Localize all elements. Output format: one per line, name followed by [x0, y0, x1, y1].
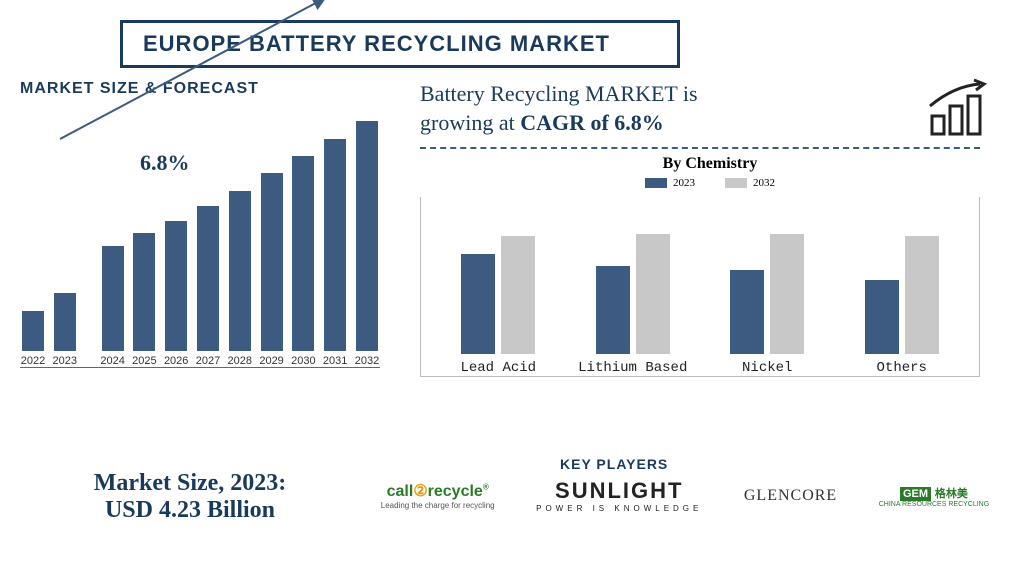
forecast-bar — [356, 121, 378, 351]
forecast-bar — [22, 311, 44, 351]
chem-category-label: Others — [877, 360, 927, 376]
forecast-bar — [229, 191, 251, 351]
forecast-year-label: 2028 — [228, 355, 252, 367]
market-size-line2: USD 4.23 Billion — [105, 497, 275, 523]
forecast-bar — [133, 233, 155, 351]
chem-bar-2023 — [730, 270, 764, 354]
right-panel: Battery Recycling MARKET is growing at C… — [420, 80, 1000, 377]
left-panel: MARKET SIZE & FORECAST 6.8% 202220232024… — [20, 80, 400, 388]
player-glencore: GLENCORE — [744, 487, 837, 505]
forecast-bar — [54, 293, 76, 351]
chem-group: Lead Acid — [438, 204, 558, 376]
growth-line1: Battery Recycling MARKET is — [420, 81, 698, 106]
chem-bar-2032 — [501, 236, 535, 354]
forecast-year-label: 2025 — [132, 355, 156, 367]
market-size-line1: Market Size, 2023: — [94, 470, 287, 496]
forecast-year-label: 2031 — [323, 355, 347, 367]
forecast-bar — [324, 139, 346, 351]
key-players-row: call②recycle® Leading the charge for rec… — [360, 478, 1010, 513]
chem-legend: 2023 2032 — [420, 177, 1000, 189]
chem-group: Lithium Based — [573, 204, 693, 376]
forecast-year-label: 2026 — [164, 355, 188, 367]
chem-bar-2032 — [636, 234, 670, 354]
player-call2recycle-tagline: Leading the charge for recycling — [381, 501, 495, 510]
legend-label-2023: 2023 — [673, 177, 695, 189]
forecast-bar — [165, 221, 187, 351]
growth-line2b: CAGR of 6.8% — [520, 110, 664, 135]
forecast-heading: MARKET SIZE & FORECAST — [20, 80, 400, 98]
key-players-heading: KEY PLAYERS — [560, 456, 668, 472]
player-sunlight-tagline: POWER IS KNOWLEDGE — [536, 504, 702, 513]
chem-chart: Lead Acid Lithium Based Nickel Others — [420, 197, 980, 377]
player-call2recycle: call②recycle® Leading the charge for rec… — [381, 481, 495, 510]
player-gem: GEM 格林美 CHINA RESOURCES RECYCLING — [879, 484, 989, 508]
dashed-divider — [420, 147, 980, 149]
chem-bar-2032 — [905, 236, 939, 354]
forecast-year-label: 2023 — [53, 355, 77, 367]
chem-category-label: Lithium Based — [578, 360, 687, 376]
chem-bar-2023 — [865, 280, 899, 354]
chem-bar-2023 — [461, 254, 495, 354]
forecast-year-label: 2027 — [196, 355, 220, 367]
growth-chart-icon — [924, 78, 994, 138]
chem-bar-2032 — [770, 234, 804, 354]
forecast-year-label: 2022 — [21, 355, 45, 367]
forecast-year-label: 2030 — [291, 355, 315, 367]
legend-label-2032: 2032 — [753, 177, 775, 189]
forecast-bar — [261, 173, 283, 351]
forecast-bars: 2022 2023 2024 2025 2026 2027 2028 2029 2030 2031… — [20, 128, 380, 368]
chem-chart-title: By Chemistry — [420, 155, 1000, 173]
legend-item-2023: 2023 — [645, 177, 695, 189]
forecast-bar — [292, 156, 314, 351]
forecast-year-label: 2032 — [355, 355, 379, 367]
chem-bar-2023 — [596, 266, 630, 354]
player-sunlight-name: SUNLIGHT — [555, 478, 683, 503]
chem-category-label: Lead Acid — [460, 360, 536, 376]
market-size-text: Market Size, 2023: USD 4.23 Billion — [40, 470, 340, 524]
player-gem-tagline: CHINA RESOURCES RECYCLING — [879, 501, 989, 508]
player-sunlight: SUNLIGHT POWER IS KNOWLEDGE — [536, 478, 702, 513]
forecast-year-label: 2029 — [259, 355, 283, 367]
forecast-bar — [102, 246, 124, 351]
chem-group: Others — [842, 204, 962, 376]
forecast-year-label: 2024 — [100, 355, 124, 367]
chem-group: Nickel — [707, 204, 827, 376]
forecast-bar — [197, 206, 219, 351]
growth-line2a: growing at — [420, 110, 520, 135]
forecast-chart: 6.8% 20222023202420252026202720282029203… — [20, 108, 380, 388]
legend-item-2032: 2032 — [725, 177, 775, 189]
growth-text: Battery Recycling MARKET is growing at C… — [420, 80, 1000, 137]
chem-category-label: Nickel — [742, 360, 792, 376]
